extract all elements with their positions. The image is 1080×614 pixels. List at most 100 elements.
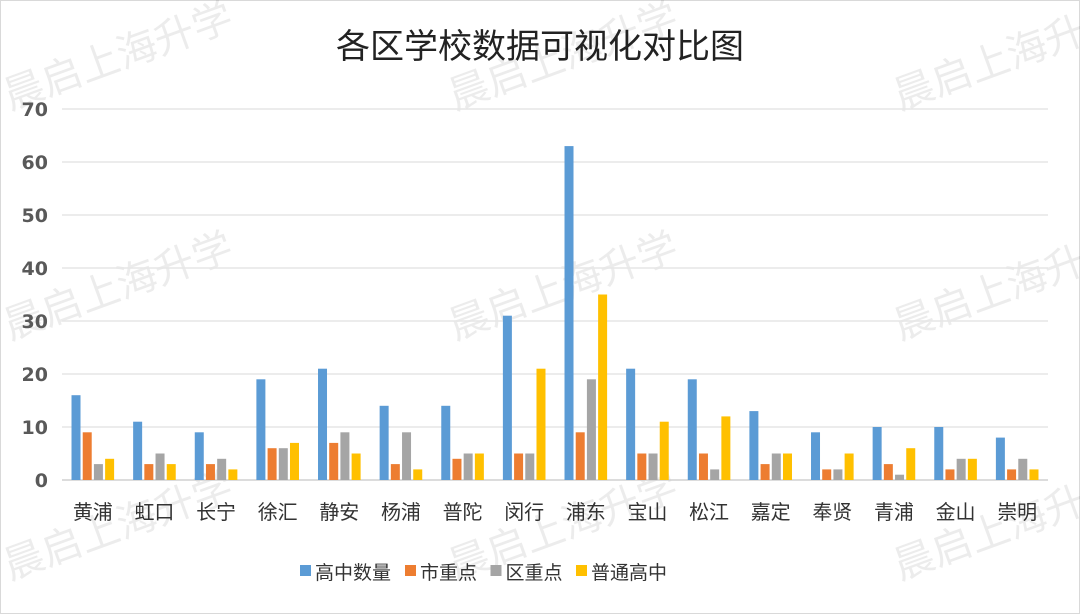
bar xyxy=(1007,469,1017,480)
x-tick-label: 虹口 xyxy=(134,500,174,524)
bar xyxy=(536,368,546,480)
bar xyxy=(648,453,658,480)
bar xyxy=(967,458,977,480)
bar xyxy=(564,146,574,480)
bar xyxy=(463,453,473,480)
bar xyxy=(318,368,328,480)
bar xyxy=(721,416,731,480)
x-tick-label: 长宁 xyxy=(196,500,236,524)
legend-label: 普通高中 xyxy=(591,562,667,584)
x-tick-label: 普陀 xyxy=(443,500,483,524)
bar xyxy=(474,453,484,480)
x-tick-label: 闵行 xyxy=(504,500,544,524)
x-tick-label: 青浦 xyxy=(874,500,914,524)
legend-swatch xyxy=(490,565,502,576)
bar xyxy=(1029,469,1039,480)
x-tick-label: 黄浦 xyxy=(73,500,113,524)
bar xyxy=(811,432,821,480)
y-tick-label: 60 xyxy=(22,152,48,174)
bar xyxy=(659,421,669,480)
bar xyxy=(782,453,792,480)
bar xyxy=(687,379,697,480)
bar xyxy=(525,453,535,480)
bar xyxy=(217,458,227,480)
bar xyxy=(289,442,299,480)
bar xyxy=(278,448,288,480)
bar xyxy=(575,432,585,480)
bar xyxy=(883,464,893,480)
bar xyxy=(329,442,339,480)
bar xyxy=(82,432,92,480)
bar xyxy=(771,453,781,480)
bar xyxy=(906,448,916,480)
x-tick-label: 静安 xyxy=(319,500,359,524)
y-tick-label: 10 xyxy=(22,417,48,439)
y-tick-label: 70 xyxy=(22,99,48,121)
bar xyxy=(833,469,843,480)
legend-label: 高中数量 xyxy=(315,562,391,584)
bar xyxy=(413,469,423,480)
legend-swatch xyxy=(405,565,416,576)
bar xyxy=(945,469,955,480)
bar xyxy=(502,315,512,480)
bar xyxy=(144,464,154,480)
bar xyxy=(133,421,143,480)
legend-swatch xyxy=(576,565,587,576)
bar xyxy=(194,432,204,480)
x-tick-label: 松江 xyxy=(689,500,729,524)
bar xyxy=(105,458,115,480)
x-axis-labels: 黄浦 虹口 长宁 徐汇 静安 杨浦 普陀 闵行 浦东 宝山 松江 嘉定 奉贤 青浦 金山 崇明 xyxy=(73,500,1037,524)
bar xyxy=(598,294,608,480)
bar xyxy=(514,453,524,480)
bar xyxy=(934,427,944,480)
bar xyxy=(205,464,215,480)
bar xyxy=(698,453,708,480)
bar xyxy=(710,469,720,480)
y-tick-label: 40 xyxy=(22,258,48,280)
bar xyxy=(637,453,647,480)
x-tick-label: 奉贤 xyxy=(812,500,852,524)
bar xyxy=(166,464,176,480)
bar xyxy=(441,405,451,480)
bar xyxy=(390,464,400,480)
bar xyxy=(956,458,966,480)
y-tick-label: 0 xyxy=(35,470,48,492)
y-axis-ticks: 0 10 20 30 40 50 60 70 xyxy=(22,99,48,492)
x-tick-label: 徐汇 xyxy=(258,500,298,524)
bar xyxy=(452,458,462,480)
y-tick-label: 30 xyxy=(22,311,48,333)
chart-title: 各区学校数据可视化对比图 xyxy=(336,27,744,67)
x-tick-label: 浦东 xyxy=(566,500,606,524)
x-tick-label: 崇明 xyxy=(997,500,1037,524)
bar xyxy=(402,432,412,480)
x-tick-label: 宝山 xyxy=(627,500,667,524)
bar xyxy=(228,469,238,480)
bar xyxy=(1018,458,1028,480)
y-tick-label: 20 xyxy=(22,364,48,386)
legend-label: 区重点 xyxy=(506,562,563,584)
bar xyxy=(155,453,165,480)
legend: 高中数量 市重点 区重点 普通高中 xyxy=(300,562,667,584)
bars xyxy=(71,146,1039,480)
bar xyxy=(995,437,1005,480)
bar xyxy=(844,453,854,480)
bar xyxy=(749,411,759,480)
legend-swatch xyxy=(300,565,311,576)
x-tick-label: 嘉定 xyxy=(751,500,791,524)
bar xyxy=(895,474,905,480)
bar xyxy=(822,469,832,480)
bar xyxy=(267,448,277,480)
bar xyxy=(626,368,636,480)
bar xyxy=(351,453,361,480)
y-tick-label: 50 xyxy=(22,205,48,227)
legend-label: 市重点 xyxy=(420,562,477,584)
bar xyxy=(379,405,389,480)
x-tick-label: 杨浦 xyxy=(381,500,421,524)
bar xyxy=(71,395,81,480)
bar xyxy=(586,379,596,480)
bar xyxy=(340,432,350,480)
bar xyxy=(760,464,770,480)
bar xyxy=(93,464,103,480)
